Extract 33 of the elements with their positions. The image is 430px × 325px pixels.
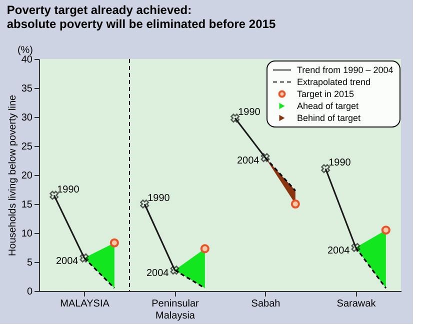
x-tick-label: Sarawak bbox=[336, 298, 377, 310]
chart-title: Poverty target already achieved: absolute poverty will be eliminated before 2015 bbox=[6, 3, 276, 31]
point bbox=[110, 238, 119, 248]
legend-label: Trend from 1990 – 2004 bbox=[297, 65, 394, 75]
y-tick-label: 30 bbox=[21, 112, 33, 124]
annotation: 1990 bbox=[238, 107, 261, 118]
annotation: 1990 bbox=[57, 184, 80, 196]
annotation: 2004 bbox=[56, 256, 79, 267]
point bbox=[290, 199, 300, 209]
annotation: 1990 bbox=[148, 193, 170, 204]
x-tick-label: Sabah bbox=[251, 298, 280, 310]
y-tick-label: 25 bbox=[21, 142, 33, 152]
y-tick-label: 10 bbox=[21, 228, 33, 240]
y-tick-label: 5 bbox=[26, 258, 33, 268]
y-tick-label: 0 bbox=[26, 286, 33, 298]
annotation: 2004 bbox=[237, 156, 260, 167]
legend-label: Ahead of target bbox=[297, 101, 360, 111]
y-tick-label: 20 bbox=[21, 170, 33, 182]
y-tick-label: 40 bbox=[21, 54, 33, 66]
text: (%) bbox=[17, 45, 33, 56]
annotation: 2004 bbox=[146, 268, 170, 280]
y-axis-title: Households living below poverty line bbox=[7, 94, 18, 256]
legend-label: Target in 2015 bbox=[297, 89, 354, 99]
point bbox=[200, 244, 210, 254]
x-tick-label: Peninsular Malaysia bbox=[152, 298, 200, 322]
annotation: 2004 bbox=[328, 246, 350, 256]
legend-label: Behind of target bbox=[297, 113, 362, 123]
y-tick-label: 15 bbox=[21, 200, 33, 210]
point bbox=[381, 226, 390, 235]
y-tick-label: 35 bbox=[21, 84, 33, 94]
annotation: 1990 bbox=[328, 158, 352, 169]
x-tick-label: MALAYSIA bbox=[60, 298, 110, 310]
legend-label: Extrapolated trend bbox=[297, 77, 371, 87]
